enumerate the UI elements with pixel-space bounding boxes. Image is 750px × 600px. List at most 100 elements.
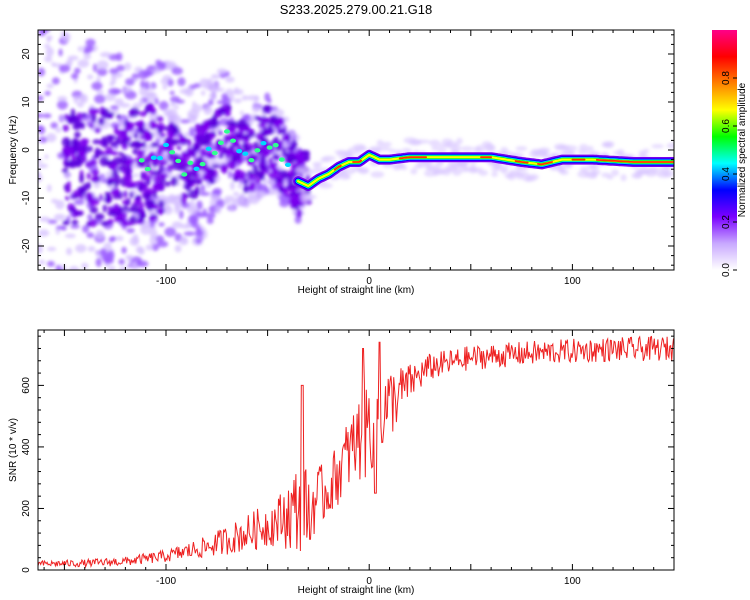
spectrogram-cell bbox=[221, 93, 229, 101]
ridge-dot bbox=[217, 140, 224, 146]
spectrogram-cell bbox=[88, 145, 93, 152]
spectrogram-cell bbox=[67, 55, 79, 61]
spectrogram-cell bbox=[44, 281, 55, 291]
spectrogram-cell bbox=[38, 163, 49, 169]
spectrogram-cell bbox=[45, 35, 53, 41]
spectrogram-cell bbox=[578, 144, 589, 151]
spectrogram-cell bbox=[463, 166, 476, 172]
colorbar-ticks: 0.0 0.2 0.4 0.6 0.8 bbox=[721, 71, 737, 277]
ridge-dot bbox=[175, 158, 182, 164]
spectrogram-cell bbox=[475, 144, 485, 153]
spectrogram-cell bbox=[577, 149, 590, 155]
spectrogram-cell bbox=[94, 94, 106, 104]
spectrogram-cell bbox=[255, 170, 265, 179]
spectrogram-cell bbox=[38, 229, 50, 237]
spectrogram-cell bbox=[164, 227, 177, 237]
spectrogram-cell bbox=[225, 120, 236, 127]
spectrogram-cell bbox=[500, 146, 509, 153]
colorbar-tick-label: 0.2 bbox=[721, 215, 732, 229]
spectrogram-cell bbox=[246, 195, 253, 204]
snr-ticks: -100 0 100 0 200 400 600 bbox=[21, 330, 675, 587]
spectrogram-cell bbox=[61, 168, 69, 173]
spectrogram-cell bbox=[87, 246, 96, 252]
ridge-dot bbox=[284, 162, 291, 167]
spectrogram-cell bbox=[116, 64, 126, 72]
spectrogram-cell bbox=[164, 204, 171, 212]
spectrogram-cell bbox=[234, 98, 242, 104]
ridge-dot bbox=[156, 155, 163, 161]
spectrogram-cell bbox=[177, 77, 186, 87]
spectrogram-cell bbox=[133, 140, 142, 150]
spectrogram-cell bbox=[196, 211, 206, 218]
spectrogram-cell bbox=[142, 192, 152, 200]
spectrogram-cell bbox=[486, 144, 496, 152]
colorbar-tick-label: 0.0 bbox=[721, 263, 732, 277]
spectrogram-cell bbox=[66, 180, 71, 191]
spectrogram-x-tick-label: -100 bbox=[156, 276, 176, 287]
spectrogram-cell bbox=[245, 134, 252, 139]
spectrogram-cell bbox=[84, 45, 94, 52]
spectrogram-cell bbox=[139, 98, 144, 107]
spectrogram-cell bbox=[162, 84, 168, 90]
spectrogram-cell bbox=[273, 168, 281, 175]
spectrogram-cell bbox=[94, 127, 101, 134]
spectrogram-cell bbox=[121, 153, 128, 164]
ridge-dot bbox=[169, 150, 176, 155]
ridge-peak-segment bbox=[514, 160, 529, 164]
spectrogram-cell bbox=[79, 174, 84, 184]
spectrogram-cell bbox=[85, 191, 94, 201]
spectrogram-cell bbox=[47, 219, 58, 224]
ridge-dot bbox=[187, 160, 194, 166]
spectrogram-cell bbox=[601, 172, 611, 178]
spectrogram-cell bbox=[104, 93, 116, 102]
spectrogram-cell bbox=[200, 90, 206, 96]
spectrogram-cell bbox=[122, 190, 128, 198]
ridge-dot bbox=[211, 150, 218, 156]
spectrogram-cell bbox=[239, 110, 245, 115]
spectrogram-cell bbox=[229, 181, 235, 191]
colorbar-tick-label: 0.8 bbox=[721, 71, 732, 85]
spectrogram-cell bbox=[169, 90, 175, 96]
spectrogram-cell bbox=[199, 164, 209, 172]
spectrogram-cell bbox=[254, 178, 261, 185]
spectrogram-cell bbox=[121, 246, 127, 254]
spectrogram-cell bbox=[126, 197, 131, 206]
spectrogram-cell bbox=[98, 194, 104, 202]
spectrogram-cell bbox=[71, 194, 80, 199]
spectrogram-cell bbox=[191, 146, 198, 152]
spectrogram-cell bbox=[260, 154, 266, 165]
spectrogram-cell bbox=[115, 235, 124, 242]
spectrogram-cell bbox=[38, 113, 45, 118]
spectrogram-cell bbox=[225, 76, 235, 83]
spectrogram-cell bbox=[116, 114, 121, 120]
spectrogram-cell bbox=[189, 126, 196, 137]
spectrogram-cell bbox=[71, 219, 79, 225]
spectrogram-cell bbox=[587, 145, 594, 153]
spectrogram-cell bbox=[170, 176, 178, 187]
spectrogram-cell bbox=[197, 156, 204, 162]
spectrogram-cell bbox=[158, 61, 167, 68]
spectrogram-cell bbox=[500, 168, 509, 174]
spectrogram-cell bbox=[219, 153, 224, 159]
spectrogram-cell bbox=[169, 195, 182, 200]
spectrogram-cell bbox=[126, 227, 135, 234]
spectrogram-cell bbox=[208, 175, 214, 185]
spectrogram-cell bbox=[51, 295, 56, 302]
spectrogram-cell bbox=[149, 169, 155, 177]
spectrogram-cell bbox=[124, 62, 132, 71]
spectrogram-cell bbox=[194, 123, 200, 134]
spectrogram-cell bbox=[171, 221, 183, 229]
spectrogram-cell bbox=[441, 138, 453, 145]
spectrogram-cell bbox=[110, 105, 119, 110]
colorbar-label: Normalized spectral amplitude bbox=[737, 82, 748, 217]
snr-y-axis-label: SNR (10 * v/v) bbox=[8, 418, 19, 482]
spectrogram-cell bbox=[50, 287, 55, 294]
spectrogram-cell bbox=[194, 185, 200, 196]
spectrogram-cell bbox=[80, 271, 90, 275]
spectrogram-cell bbox=[227, 170, 233, 179]
spectrogram-cell bbox=[88, 218, 98, 228]
spectrogram-cell bbox=[74, 211, 84, 217]
spectrogram-cell bbox=[150, 142, 159, 148]
snr-frame bbox=[37, 329, 675, 571]
spectrogram-cell bbox=[85, 38, 96, 47]
